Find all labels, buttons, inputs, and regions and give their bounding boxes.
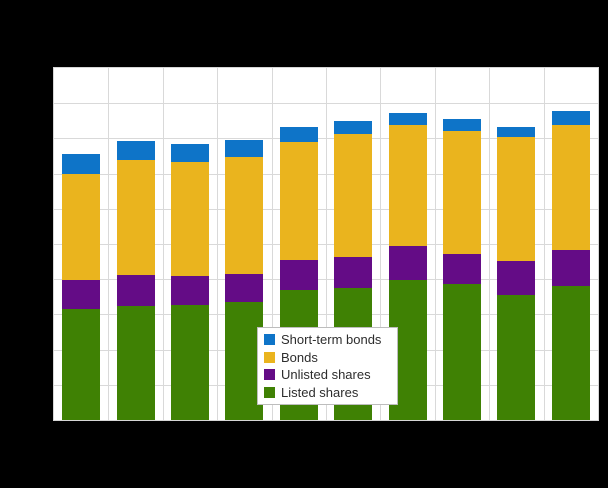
bar-segment-short-term-bonds xyxy=(443,119,481,131)
bar-segment-short-term-bonds xyxy=(334,120,373,135)
plot-area xyxy=(53,67,599,421)
stacked-bar xyxy=(171,143,209,420)
bar-segment-bonds xyxy=(225,157,264,274)
legend-label: Listed shares xyxy=(281,384,359,400)
gridline-vertical xyxy=(489,68,490,420)
bar-segment-short-term-bonds xyxy=(388,112,427,126)
bar-segment-listed-shares xyxy=(443,284,481,420)
stacked-bar xyxy=(116,140,155,420)
legend-swatch-short-term-bonds xyxy=(264,334,275,346)
stacked-bar xyxy=(62,153,101,420)
gridline-vertical xyxy=(435,68,436,420)
bar-segment-unlisted-shares xyxy=(116,275,155,306)
bar-segment-unlisted-shares xyxy=(279,260,318,291)
bar-segment-listed-shares xyxy=(171,304,209,420)
legend-label: Short-term bonds xyxy=(281,332,382,348)
bar-segment-bonds xyxy=(497,136,536,261)
bar-segment-bonds xyxy=(443,130,481,254)
bar-segment-bonds xyxy=(62,173,101,280)
bar-segment-short-term-bonds xyxy=(116,140,155,161)
legend-swatch-listed-shares xyxy=(264,386,275,398)
bar-segment-unlisted-shares xyxy=(497,260,536,296)
bar-segment-short-term-bonds xyxy=(171,143,209,162)
legend: Short-term bonds Bonds Unlisted shares List… xyxy=(257,327,398,405)
gridline-vertical xyxy=(380,68,381,420)
stacked-bar xyxy=(551,110,590,420)
bar-segment-unlisted-shares xyxy=(171,276,209,305)
stacked-bar xyxy=(497,126,536,420)
bar-segment-unlisted-shares xyxy=(334,257,373,289)
bar-segment-bonds xyxy=(171,161,209,277)
bar-segment-short-term-bonds xyxy=(62,153,101,174)
legend-item-listed-shares[interactable]: Listed shares xyxy=(264,384,389,402)
bar-segment-bonds xyxy=(551,125,590,251)
legend-swatch-bonds xyxy=(264,351,275,363)
bar-segment-short-term-bonds xyxy=(551,110,590,126)
gridline-vertical xyxy=(544,68,545,420)
gridline-vertical xyxy=(217,68,218,420)
bar-segment-short-term-bonds xyxy=(279,126,318,142)
legend-swatch-unlisted-shares xyxy=(264,369,275,381)
bar-segment-unlisted-shares xyxy=(443,253,481,285)
stacked-bar xyxy=(388,112,427,420)
gridline-vertical xyxy=(108,68,109,420)
bar-segment-listed-shares xyxy=(497,295,536,420)
bar-segment-unlisted-shares xyxy=(551,250,590,287)
gridline-vertical xyxy=(163,68,164,420)
legend-label: Unlisted shares xyxy=(281,367,371,383)
stacked-bar xyxy=(443,119,481,420)
bar-segment-short-term-bonds xyxy=(497,126,536,137)
bar-segment-unlisted-shares xyxy=(388,246,427,280)
bar-segment-bonds xyxy=(388,125,427,247)
bar-segment-listed-shares xyxy=(62,309,101,420)
bar-segment-bonds xyxy=(334,134,373,258)
bar-segment-listed-shares xyxy=(551,286,590,420)
gridline-vertical xyxy=(272,68,273,420)
legend-item-short-term-bonds[interactable]: Short-term bonds xyxy=(264,331,389,349)
bar-segment-bonds xyxy=(116,160,155,276)
legend-item-bonds[interactable]: Bonds xyxy=(264,349,389,367)
gridline-vertical xyxy=(326,68,327,420)
bar-segment-listed-shares xyxy=(116,305,155,420)
bar-segment-short-term-bonds xyxy=(225,139,264,158)
bar-segment-unlisted-shares xyxy=(225,273,264,302)
bar-segment-unlisted-shares xyxy=(62,279,101,310)
bar-segment-bonds xyxy=(279,141,318,261)
legend-item-unlisted-shares[interactable]: Unlisted shares xyxy=(264,366,389,384)
legend-label: Bonds xyxy=(281,349,318,365)
